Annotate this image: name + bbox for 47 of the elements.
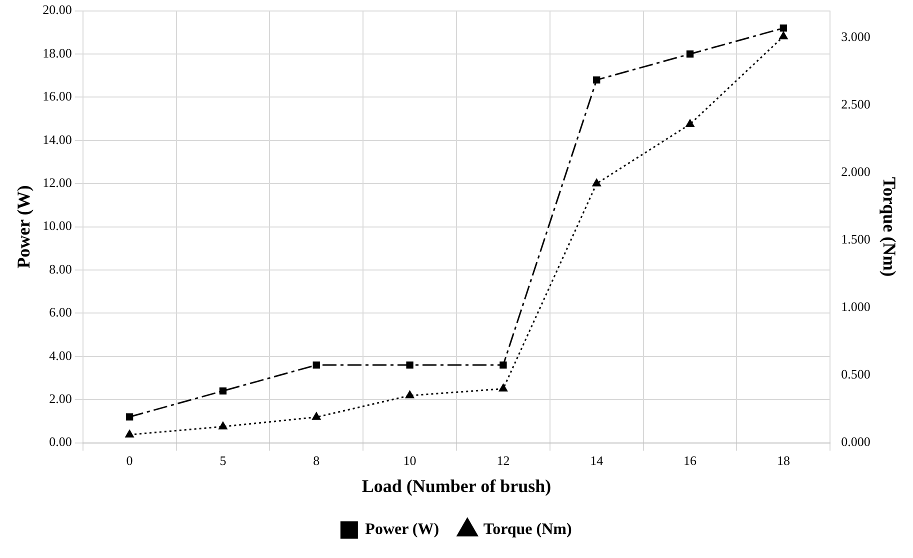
point — [686, 50, 694, 58]
y-tick-label: 12.00 — [42, 175, 72, 190]
point — [593, 76, 600, 84]
point — [686, 119, 694, 127]
x-tick-label: 8 — [313, 453, 320, 468]
y-tick-label: 18.00 — [42, 45, 72, 60]
y-tick-label: 14.00 — [42, 132, 72, 147]
point — [498, 384, 508, 392]
legend-label: Torque (Nm) — [483, 521, 572, 538]
y-tick-label: 20.00 — [42, 2, 72, 18]
y2-axis-title: Torque (Nm) — [880, 177, 900, 277]
point — [592, 178, 601, 186]
x-tick-label: 12 — [496, 453, 510, 468]
point — [126, 413, 134, 420]
point — [312, 412, 321, 420]
y2-tick-label: 2.000 — [841, 164, 870, 180]
point — [406, 361, 414, 369]
point — [779, 32, 788, 40]
y2-tick-label: 2.500 — [841, 96, 870, 112]
x-axis-title: Load (Number of brush) — [362, 476, 552, 496]
point — [780, 24, 788, 32]
y-tick-label: 10.00 — [42, 218, 72, 234]
y-tick-label: 4.00 — [49, 348, 72, 363]
y2-tick-label: 1.500 — [841, 232, 870, 247]
point — [218, 422, 228, 430]
y-tick-label: 16.00 — [42, 88, 72, 104]
point — [219, 387, 227, 395]
point — [312, 361, 320, 369]
y-tick-label: 0.00 — [49, 434, 72, 450]
x-tick-label: 5 — [220, 453, 226, 468]
x-tick-label: 18 — [776, 453, 790, 468]
x-tick-label: 0 — [126, 453, 133, 468]
y-tick-label: 8.00 — [49, 261, 72, 276]
y2-tick-label: 3.000 — [841, 29, 870, 44]
x-tick-label: 16 — [684, 453, 698, 468]
y-tick-label: 2.00 — [49, 391, 72, 406]
y2-tick-label: 1.000 — [841, 299, 870, 314]
x-tick-label: 10 — [403, 453, 416, 468]
y2-tick-label: 0.500 — [841, 366, 870, 382]
y-axis-title: Power (W) — [13, 185, 34, 268]
point — [406, 390, 414, 398]
y2-tick-label: 0.000 — [841, 434, 870, 450]
point — [500, 361, 507, 369]
legend-label: Power (W) — [365, 521, 440, 538]
point — [125, 430, 134, 438]
y-tick-label: 6.00 — [49, 304, 72, 320]
x-tick-label: 14 — [590, 453, 604, 468]
